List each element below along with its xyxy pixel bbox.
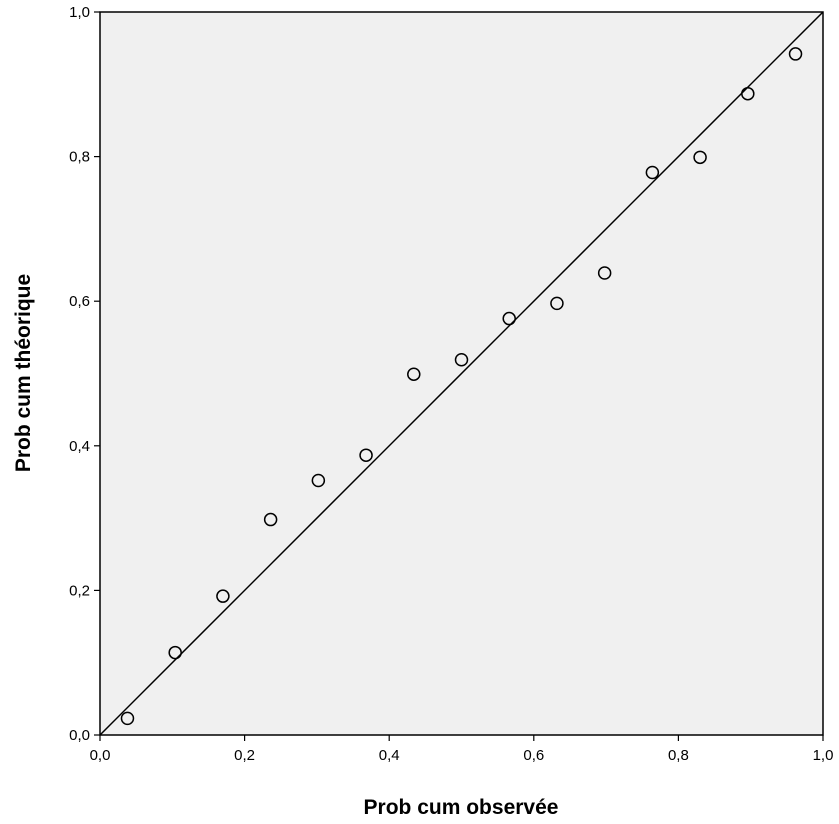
- reference-line: [99, 11, 824, 736]
- data-point: [454, 353, 469, 367]
- x-tick-label: 0,2: [234, 747, 255, 764]
- y-tick-label: 0,2: [69, 582, 90, 599]
- data-point: [645, 165, 660, 180]
- data-point: [502, 311, 516, 326]
- x-tick-label: 1,0: [813, 747, 834, 764]
- x-axis-title: Prob cum observée: [364, 796, 559, 819]
- y-tick-label: 0,4: [69, 438, 90, 455]
- data-point: [359, 448, 373, 462]
- x-tick-labels: 0,0 0,2 0,4 0,6 0,8 1,0: [90, 747, 834, 764]
- data-point: [597, 266, 612, 280]
- data-point: [407, 367, 421, 381]
- axis-ticks: [94, 11, 824, 741]
- data-point: [741, 86, 755, 101]
- x-tick-label: 0,0: [90, 747, 111, 764]
- data-points: [120, 47, 803, 726]
- y-axis-title: Prob cum théorique: [12, 274, 35, 472]
- data-point: [168, 645, 182, 660]
- data-point: [788, 47, 803, 61]
- data-point: [311, 473, 326, 488]
- y-tick-label: 0,0: [69, 727, 90, 744]
- data-point: [263, 512, 278, 527]
- x-tick-label: 0,6: [523, 747, 544, 764]
- data-point: [693, 150, 707, 165]
- y-tick-labels: 0,0 0,2 0,4 0,6 0,8 1,0: [69, 4, 90, 744]
- y-tick-label: 0,8: [69, 149, 90, 166]
- x-tick-label: 0,4: [379, 747, 400, 764]
- data-point: [550, 296, 564, 311]
- y-tick-label: 0,6: [69, 293, 90, 310]
- data-point: [216, 589, 230, 603]
- data-point: [120, 711, 135, 726]
- x-tick-label: 0,8: [668, 747, 689, 764]
- y-tick-label: 1,0: [69, 4, 90, 21]
